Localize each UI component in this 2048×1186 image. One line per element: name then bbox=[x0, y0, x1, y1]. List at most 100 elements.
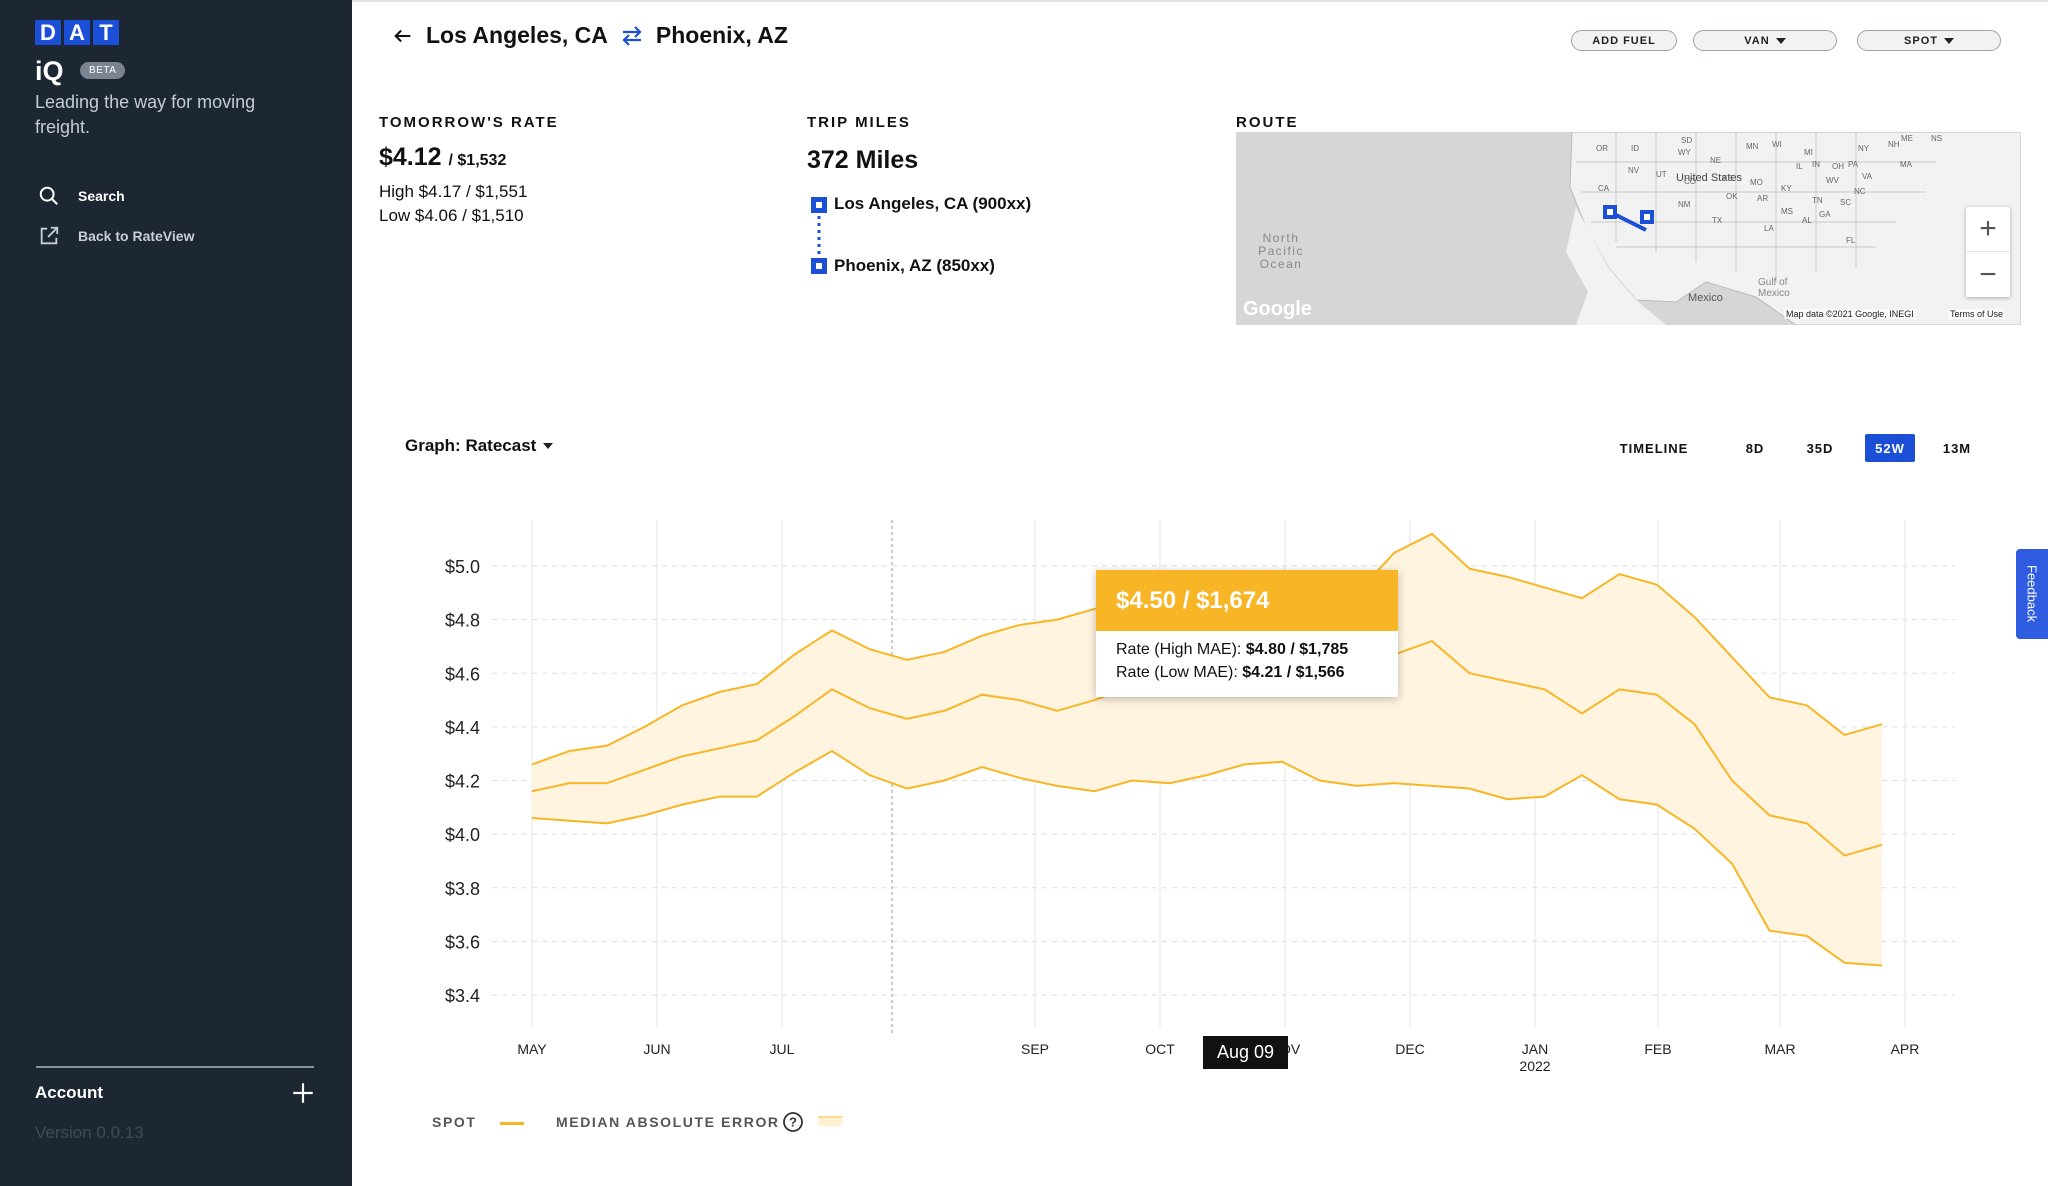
map-state-label: NC bbox=[1854, 187, 1866, 196]
map-state-label: OR bbox=[1596, 144, 1608, 153]
mae-band bbox=[532, 533, 1882, 966]
y-tick-label: $5.0 bbox=[445, 557, 480, 577]
map-state-label: CO bbox=[1684, 177, 1696, 186]
map-mexico-label: Mexico bbox=[1688, 292, 1723, 304]
map-state-label: IN bbox=[1812, 160, 1820, 169]
main-panel: Los Angeles, CA Phoenix, AZ ADD FUEL VAN… bbox=[352, 0, 2048, 1186]
x-tick-label: JUN bbox=[643, 1041, 670, 1057]
map-state-label: MN bbox=[1746, 142, 1759, 151]
graph-title: Graph: Ratecast bbox=[405, 436, 537, 455]
x-tick-label: DEC bbox=[1395, 1041, 1425, 1057]
x-tick-label: MAY bbox=[517, 1041, 547, 1057]
caret-down-icon bbox=[543, 443, 554, 449]
destination-city: Phoenix, AZ bbox=[655, 22, 788, 48]
map-zoom-control: + − bbox=[1966, 207, 2010, 297]
legend-spot: SPOT bbox=[432, 1114, 477, 1130]
map-gulf-label: Gulf of Mexico bbox=[1758, 277, 1790, 299]
legend-spot-swatch bbox=[500, 1122, 524, 1125]
map-state-label: VA bbox=[1862, 172, 1873, 181]
sidebar-item-rateview[interactable]: Back to RateView bbox=[38, 225, 194, 247]
map-state-label: CA bbox=[1598, 184, 1610, 193]
map-state-label: ID bbox=[1631, 144, 1639, 153]
legend-mae-swatch bbox=[818, 1116, 842, 1126]
x-tick-label: JUL bbox=[770, 1041, 795, 1057]
y-tick-label: $3.6 bbox=[445, 932, 480, 952]
y-tick-label: $4.2 bbox=[445, 772, 480, 792]
x-tick-label: SEP bbox=[1021, 1041, 1049, 1057]
trip-destination: Phoenix, AZ (850xx) bbox=[834, 256, 995, 275]
dat-logo[interactable]: D A T bbox=[35, 20, 119, 45]
map-state-label: ME bbox=[1901, 134, 1913, 143]
beta-badge: BETA bbox=[80, 62, 126, 79]
map-ocean-label: North Pacific Ocean bbox=[1258, 231, 1304, 271]
map-state-label: SD bbox=[1681, 136, 1693, 145]
feedback-tab[interactable]: Feedback bbox=[2016, 549, 2048, 639]
tab-13m[interactable]: 13M bbox=[1942, 440, 1972, 456]
tooltip-low-value: $4.21 / $1,566 bbox=[1242, 664, 1345, 681]
map-state-label: MS bbox=[1781, 207, 1793, 216]
map-country-label: United States bbox=[1676, 172, 1743, 184]
add-fuel-label: ADD FUEL bbox=[1592, 34, 1656, 47]
tooltip-high: Rate (High MAE): $4.80 / $1,785 bbox=[1096, 641, 1398, 659]
account-label[interactable]: Account bbox=[35, 1083, 103, 1102]
swap-arrows-icon[interactable] bbox=[620, 25, 644, 47]
tooltip-high-value: $4.80 / $1,785 bbox=[1245, 641, 1349, 658]
map-state-label: GA bbox=[1819, 210, 1831, 219]
tooltip-high-label: Rate (High MAE): bbox=[1116, 641, 1242, 658]
map-state-label: SC bbox=[1840, 198, 1852, 207]
zoom-in-button[interactable]: + bbox=[1966, 207, 2010, 252]
rate-per-mile: $4.12 bbox=[379, 143, 442, 171]
app-name: iQ bbox=[35, 56, 64, 86]
chart-tooltip: $4.50 / $1,674 Rate (High MAE): $4.80 / … bbox=[1096, 570, 1398, 697]
route-map[interactable]: United States North Pacific Ocean Gulf o… bbox=[1236, 132, 2021, 325]
add-fuel-button[interactable]: ADD FUEL bbox=[1571, 30, 1677, 51]
y-tick-label: $4.8 bbox=[445, 611, 480, 631]
y-tick-label: $3.4 bbox=[445, 986, 480, 1006]
caret-down-icon bbox=[1943, 37, 1954, 44]
google-logo: Google bbox=[1243, 298, 1312, 320]
plus-icon[interactable] bbox=[290, 1080, 316, 1106]
tab-8d[interactable]: 8D bbox=[1745, 440, 1765, 456]
zoom-out-button[interactable]: − bbox=[1979, 257, 1997, 291]
sidebar: D A T iQ BETA Leading the way for moving… bbox=[0, 0, 352, 1186]
graph-type-dropdown[interactable]: Graph: Ratecast bbox=[405, 436, 554, 456]
x-tick-label: MAR bbox=[1764, 1041, 1795, 1057]
tooltip-low: Rate (Low MAE): $4.21 / $1,566 bbox=[1096, 664, 1398, 682]
version-text: Version 0.0.13 bbox=[35, 1123, 144, 1142]
origin-city: Los Angeles, CA bbox=[426, 22, 608, 48]
sidebar-item-search[interactable]: Search bbox=[38, 185, 125, 207]
sidebar-divider bbox=[36, 1066, 314, 1068]
rate-type-label: SPOT bbox=[1904, 34, 1938, 47]
tab-35d[interactable]: 35D bbox=[1806, 440, 1834, 456]
map-state-label: NH bbox=[1888, 140, 1900, 149]
equipment-dropdown[interactable]: VAN bbox=[1693, 30, 1837, 51]
map-state-label: NE bbox=[1710, 156, 1722, 165]
sidebar-item-label: Search bbox=[78, 188, 125, 204]
map-state-label: OK bbox=[1726, 192, 1738, 201]
map-terms-link[interactable]: Terms of Use bbox=[1948, 309, 2006, 319]
tab-52w[interactable]: 52W bbox=[1865, 434, 1915, 462]
low-mae-line bbox=[531, 749, 1883, 967]
back-arrow-icon[interactable] bbox=[392, 25, 414, 47]
svg-text:?: ? bbox=[789, 1115, 797, 1130]
rate-low: Low $4.06 / $1,510 bbox=[379, 206, 524, 225]
map-state-label: WI bbox=[1772, 140, 1782, 149]
y-tick-label: $4.0 bbox=[445, 825, 480, 845]
x-tick-sublabel: 2022 bbox=[1519, 1058, 1550, 1074]
y-tick-label: $4.4 bbox=[445, 718, 480, 738]
trip-origin: Los Angeles, CA (900xx) bbox=[834, 194, 1032, 213]
route-stops-diagram bbox=[811, 197, 827, 274]
map-state-label: NS bbox=[1931, 134, 1943, 143]
rate-total: / $1,532 bbox=[448, 152, 507, 169]
equipment-label: VAN bbox=[1744, 34, 1770, 47]
y-tick-label: $4.6 bbox=[445, 664, 480, 684]
map-credit: Map data ©2021 Google, INEGI bbox=[1784, 309, 1916, 319]
rate-value: $4.12 / $1,532 bbox=[379, 143, 506, 172]
question-circle-icon[interactable]: ? bbox=[782, 1111, 804, 1133]
map-state-label: UT bbox=[1656, 170, 1667, 179]
lane-header: Los Angeles, CA Phoenix, AZ bbox=[392, 22, 788, 49]
rate-type-dropdown[interactable]: SPOT bbox=[1857, 30, 2001, 51]
top-border bbox=[352, 0, 2048, 2]
logo-letter-a: A bbox=[64, 20, 90, 45]
ratecast-chart[interactable]: $5.0 $4.8 $4.6 $4.4 $4.2 $4.0 $3.8 $3.6 $3.4 MAY J… bbox=[352, 0, 2048, 1186]
